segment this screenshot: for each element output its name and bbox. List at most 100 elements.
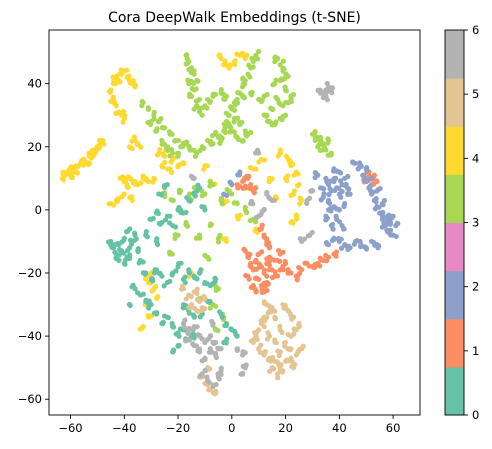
- scatter-point: [194, 276, 200, 282]
- scatter-point: [338, 236, 344, 242]
- scatter-point: [195, 78, 201, 84]
- scatter-point: [206, 299, 213, 306]
- scatter-point: [74, 170, 80, 176]
- scatter-point: [276, 100, 282, 106]
- scatter-point: [280, 263, 286, 269]
- scatter-point: [154, 152, 161, 158]
- scatter-point: [291, 172, 297, 178]
- scatter-point: [175, 343, 181, 349]
- scatter-point: [257, 226, 263, 232]
- scatter-point: [116, 252, 122, 258]
- scatter-point: [231, 200, 237, 206]
- x-tick-label: −20: [166, 421, 190, 435]
- scatter-point: [269, 176, 275, 182]
- scatter-point: [329, 237, 336, 243]
- scatter-point: [333, 213, 339, 219]
- scatter-point: [110, 202, 117, 208]
- scatter-point: [272, 315, 278, 321]
- scatter-point: [293, 212, 299, 218]
- scatter-point: [207, 98, 213, 105]
- scatter-point: [135, 248, 141, 255]
- scatter-point: [115, 240, 121, 247]
- scatter-point: [231, 119, 237, 125]
- scatter-point: [122, 257, 128, 263]
- scatter-point: [139, 103, 145, 109]
- scatter-point: [346, 186, 352, 192]
- y-tick-label: −40: [18, 329, 42, 343]
- scatter-point: [129, 145, 135, 152]
- scatter-point: [242, 204, 248, 210]
- scatter-point: [325, 136, 331, 142]
- colorbar-tick-label: 4: [472, 151, 479, 165]
- scatter-point: [192, 153, 199, 159]
- scatter-point: [188, 293, 194, 300]
- scatter-point: [204, 374, 210, 380]
- scatter-point: [331, 175, 337, 182]
- scatter-point: [363, 164, 370, 171]
- scatter-point: [113, 255, 120, 262]
- scatter-point: [185, 77, 191, 83]
- scatter-point: [258, 342, 264, 348]
- scatter-point: [301, 236, 308, 242]
- scatter-point: [252, 219, 259, 225]
- scatter-point: [324, 215, 330, 221]
- scatter-point: [127, 255, 133, 262]
- scatter-point: [142, 276, 149, 282]
- scatter-point: [285, 270, 291, 276]
- scatter-point: [204, 163, 210, 169]
- scatter-point: [247, 217, 254, 224]
- scatter-point: [241, 246, 247, 252]
- scatter-point: [297, 195, 303, 201]
- scatter-point: [259, 289, 266, 296]
- scatter-point: [328, 152, 334, 158]
- scatter-point: [325, 140, 331, 146]
- scatter-point: [101, 141, 107, 147]
- scatter-point: [246, 173, 252, 179]
- scatter-point: [106, 201, 112, 207]
- scatter-point: [184, 139, 190, 145]
- scatter-point: [222, 58, 228, 64]
- scatter-point: [384, 227, 390, 233]
- colorbar-tick-label: 2: [472, 280, 479, 294]
- scatter-point: [332, 187, 338, 193]
- scatter-point: [124, 67, 130, 73]
- scatter-point: [282, 303, 288, 309]
- scatter-point: [194, 290, 200, 296]
- scatter-point: [178, 286, 185, 292]
- y-tick-label: −20: [18, 266, 42, 280]
- scatter-point: [216, 376, 222, 382]
- scatter-point: [157, 270, 163, 277]
- scatter-point: [183, 61, 189, 67]
- scatter-point: [170, 348, 176, 355]
- scatter-point: [356, 160, 363, 166]
- scatter-point: [255, 251, 261, 258]
- scatter-point: [231, 129, 237, 135]
- scatter-point: [351, 241, 357, 247]
- scatter-point: [145, 105, 151, 111]
- scatter-point: [264, 287, 270, 294]
- scatter-point: [125, 247, 131, 254]
- scatter-point: [321, 191, 327, 197]
- scatter-point: [256, 159, 262, 165]
- scatter-point: [224, 192, 230, 198]
- scatter-point: [375, 245, 381, 251]
- scatter-point: [329, 221, 336, 228]
- scatter-point: [273, 94, 279, 100]
- scatter-point: [350, 159, 356, 165]
- scatter-point: [146, 298, 152, 304]
- scatter-point: [258, 212, 264, 218]
- scatter-point: [167, 153, 173, 159]
- scatter-point: [186, 310, 192, 316]
- scatter-point: [333, 253, 339, 259]
- scatter-point: [235, 216, 241, 222]
- scatter-point: [250, 64, 256, 70]
- scatter-point: [272, 308, 278, 314]
- scatter-point: [297, 201, 303, 207]
- scatter-point: [280, 249, 286, 255]
- scatter-point: [264, 118, 271, 124]
- scatter-point: [275, 375, 281, 381]
- scatter-point: [186, 144, 192, 150]
- scatter-point: [276, 353, 282, 359]
- scatter-point: [168, 146, 175, 153]
- scatter-point: [144, 234, 150, 240]
